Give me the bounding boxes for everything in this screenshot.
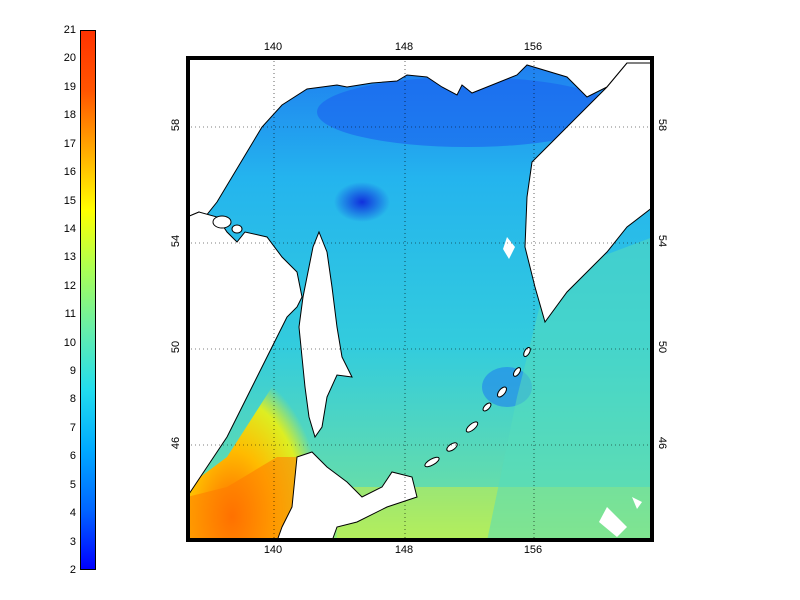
map-canvas xyxy=(187,57,653,541)
lon-tick-top-156: 156 xyxy=(523,41,543,53)
lat-tick-left-54: 54 xyxy=(170,234,182,248)
colorbar-label-9: 9 xyxy=(69,365,76,378)
missing-data-patches xyxy=(503,237,642,537)
lat-tick-left-50: 50 xyxy=(170,340,182,354)
pacific-area xyxy=(487,237,653,541)
colorbar-label-3: 3 xyxy=(69,535,76,548)
colorbar-label-19: 19 xyxy=(63,80,76,93)
colorbar-label-4: 4 xyxy=(69,507,76,520)
frame-ticks xyxy=(187,57,653,541)
colorbar-label-5: 5 xyxy=(69,478,76,491)
gridlines xyxy=(187,57,653,541)
colorbar-label-8: 8 xyxy=(69,393,76,406)
colorbar-label-13: 13 xyxy=(63,251,76,264)
map-frame xyxy=(186,56,654,542)
land-sakhalin xyxy=(298,230,353,439)
land-mainland-north xyxy=(187,57,653,218)
colorbar-label-20: 20 xyxy=(63,52,76,65)
lat-tick-right-46: 46 xyxy=(656,436,668,450)
colorbar-label-15: 15 xyxy=(63,194,76,207)
land-kuril-islands xyxy=(424,346,531,468)
colorbar-label-16: 16 xyxy=(63,166,76,179)
colorbar-label-6: 6 xyxy=(69,450,76,463)
lon-tick-top-140: 140 xyxy=(263,41,283,53)
lat-tick-right-54: 54 xyxy=(656,234,668,248)
colorbar-label-17: 17 xyxy=(63,137,76,150)
colorbar-label-21: 21 xyxy=(63,24,76,36)
cold-band-north xyxy=(317,77,617,147)
lat-tick-left-58: 58 xyxy=(170,118,182,132)
colorbar-label-12: 12 xyxy=(63,279,76,292)
cold-spot xyxy=(334,182,390,222)
colorbar-label-2: 2 xyxy=(69,564,76,576)
lat-tick-right-58: 58 xyxy=(656,118,668,132)
lon-tick-bot-156: 156 xyxy=(523,544,543,556)
colorbar-label-18: 18 xyxy=(63,109,76,122)
lat-tick-right-50: 50 xyxy=(656,340,668,354)
lon-tick-top-148: 148 xyxy=(394,41,414,53)
lon-tick-bot-140: 140 xyxy=(263,544,283,556)
colorbar-label-11: 11 xyxy=(64,308,76,321)
land-mainland-west xyxy=(187,211,303,498)
colorbar xyxy=(80,30,96,570)
warm-region-japan-sea-core xyxy=(187,457,307,541)
land-kamchatka xyxy=(524,62,653,324)
colorbar-label-10: 10 xyxy=(63,336,76,349)
lat-tick-left-46: 46 xyxy=(170,436,182,450)
colorbar-label-14: 14 xyxy=(63,222,76,235)
land-hokkaido xyxy=(276,451,418,541)
colorbar-label-7: 7 xyxy=(69,421,76,434)
land-shantar-islands xyxy=(212,215,243,234)
lon-tick-bot-148: 148 xyxy=(394,544,414,556)
